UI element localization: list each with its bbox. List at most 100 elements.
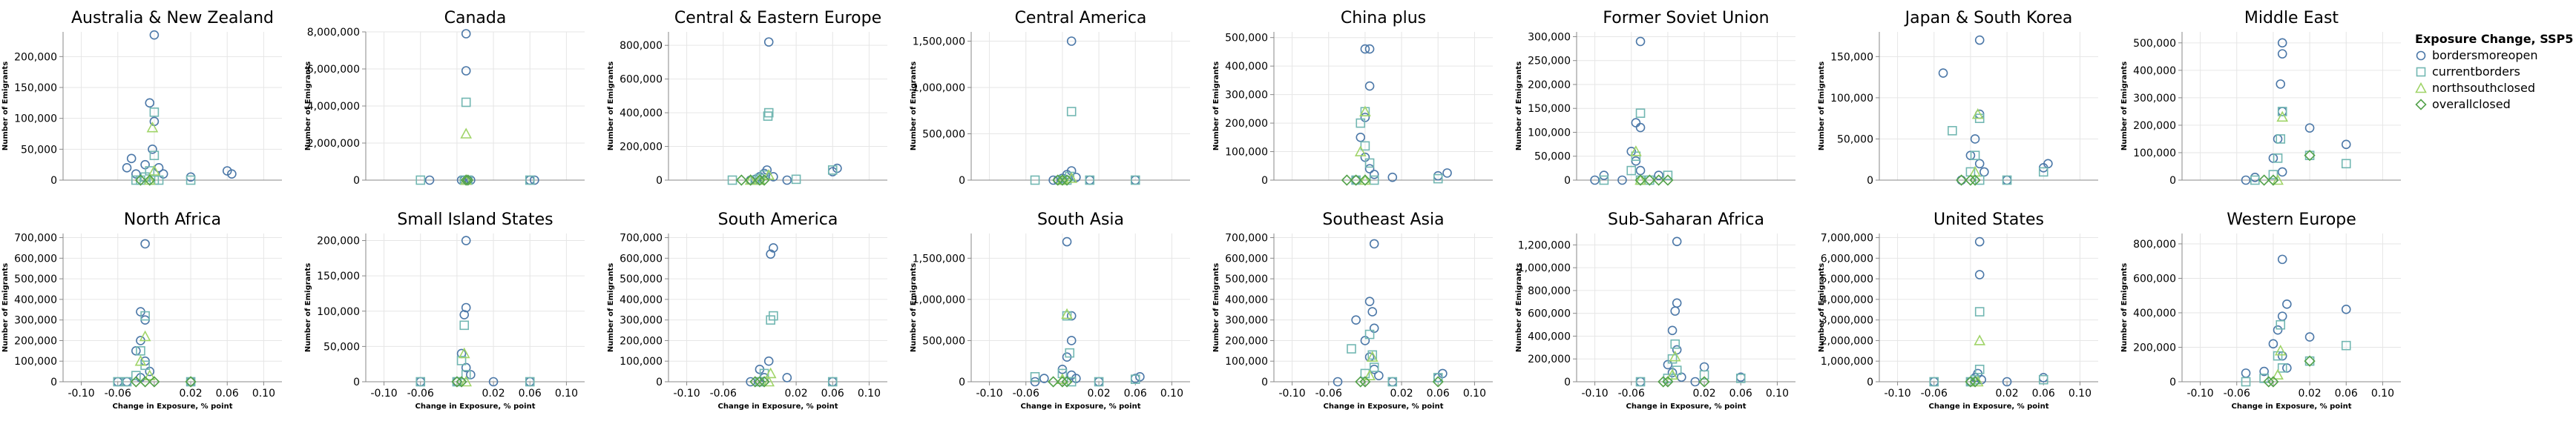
x-tick-label: -0.06 [710,388,737,400]
x-tick-label: -0.06 [1618,388,1645,400]
x-tick-label: 0.10 [2371,388,2394,400]
data-point-bordersmoreopen [1667,325,1678,336]
y-tick-label: 1,500,000 [913,253,965,265]
panel-title: South Asia [1037,211,1124,229]
data-point-bordersmoreopen [1369,239,1379,249]
y-tick-label: 600,000 [14,253,57,265]
y-tick-label: 0 [1261,175,1268,187]
y-tick-label: 100,000 [1528,127,1571,139]
y-tick-label: 200,000 [620,335,663,347]
data-point-currentborders [1364,329,1375,339]
y-tick-label: 0 [2169,175,2176,187]
data-point-overallclosed [1698,376,1710,388]
data-point-overallclosed [754,174,766,186]
data-point-bordersmoreopen [424,175,435,185]
data-point-currentborders [2268,170,2278,179]
x-axis-title: Change in Exposure, % point [1323,403,1443,411]
data-point-bordersmoreopen [1672,236,1682,247]
data-point-bordersmoreopen [2277,254,2287,265]
panel: Middle East 0 100,000 200,000 300,000 400,000… [2120,9,2401,187]
y-tick-label: 400,000 [1225,294,1268,306]
x-axis-title: Change in Exposure, % point [112,403,232,411]
x-tick-label: -0.06 [407,388,434,400]
data-point-overallclosed [2267,174,2279,186]
data-point-bordersmoreopen [2277,49,2287,59]
data-point-overallclosed [2258,174,2270,186]
legend-label-overallclosed: overallclosed [2432,97,2511,111]
x-tick-label: 0.06 [821,388,844,400]
y-tick-label: 600,000 [1225,253,1268,265]
data-point-bordersmoreopen [461,66,471,76]
data-point-currentborders [461,97,471,107]
data-point-currentborders [1369,362,1379,372]
x-tick-label: -0.06 [1921,388,1948,400]
data-point-bordersmoreopen [1635,36,1646,47]
panel-title: Middle East [2244,9,2339,27]
y-tick-label: 150,000 [1528,103,1571,115]
panel-title: Southeast Asia [1322,211,1444,229]
data-point-overallclosed [130,376,142,388]
panel-title: Former Soviet Union [1603,9,1769,27]
data-point-currentborders [185,175,196,185]
data-point-overallclosed [1657,376,1669,388]
data-point-northsouthclosed [1666,368,1678,380]
data-point-bordersmoreopen [782,175,792,185]
data-point-currentborders [1599,175,1609,185]
legend-title: Exposure Change, SSP5 [2415,32,2573,46]
data-point-northsouthclosed [1974,334,1986,345]
data-point-overallclosed [754,376,766,388]
data-point-currentborders [415,175,426,185]
panel-title: Central & Eastern Europe [674,9,881,27]
data-point-currentborders [2341,159,2351,169]
data-point-bordersmoreopen [459,310,470,319]
data-point-bordersmoreopen [769,243,778,253]
y-tick-label: 500,000 [2133,38,2176,50]
data-point-currentborders [2277,363,2287,373]
data-point-bordersmoreopen [1387,172,1398,182]
data-point-currentborders [525,377,535,387]
data-point-bordersmoreopen [1356,133,1366,142]
data-point-overallclosed [1057,174,1068,186]
y-axis-title: Number of Emigrants [607,62,615,150]
panel: Australia & New Zealand 0 50,000 100,000 150… [1,9,282,187]
data-point-bordersmoreopen [1974,35,1985,45]
y-tick-label: 200,000 [2133,342,2176,354]
x-tick-label: 0.02 [2298,388,2321,400]
y-tick-label: 200,000 [2133,120,2176,132]
data-point-currentborders [1347,344,1356,354]
data-point-currentborders [2341,340,2351,351]
data-point-currentborders [2241,377,2251,387]
data-point-currentborders [763,111,773,121]
data-point-bordersmoreopen [1974,159,1985,169]
data-point-currentborders [459,320,470,331]
y-tick-label: 8,000,000 [307,27,360,39]
y-tick-label: 500,000 [620,274,663,285]
x-tick-label: 0.10 [1463,388,1486,400]
x-axis-title: Change in Exposure, % point [1020,403,1140,411]
y-tick-label: 6,000,000 [307,64,360,76]
data-point-bordersmoreopen [1970,134,1980,144]
data-point-currentborders [1065,348,1075,358]
y-tick-label: 100,000 [317,306,360,318]
y-tick-label: 600,000 [2133,273,2176,285]
legend-label-bordersmoreopen: bordersmoreopen [2432,48,2538,62]
y-tick-label: 2,000,000 [307,138,360,150]
data-point-bordersmoreopen [1374,371,1384,380]
data-point-currentborders [113,377,123,387]
x-tick-label: 0.10 [858,388,881,400]
x-tick-label: 0.06 [2335,388,2358,400]
panel: Small Island States 0 50,000 100,000 150,000… [304,211,585,411]
y-tick-label: 800,000 [620,40,663,52]
x-tick-label: -0.06 [105,388,131,400]
y-tick-label: 800,000 [1528,285,1571,297]
data-point-bordersmoreopen [1351,315,1361,325]
data-point-bordersmoreopen [2268,339,2278,349]
y-tick-label: 4,000,000 [307,101,360,113]
y-tick-label: 4,000,000 [1821,294,1873,306]
data-point-bordersmoreopen [763,356,774,366]
x-tick-label: 0.02 [1087,388,1110,400]
data-point-currentborders [456,356,467,365]
y-tick-label: 500,000 [922,335,965,347]
y-tick-label: 0 [1564,175,1571,187]
x-tick-label: -0.10 [1278,388,1305,400]
